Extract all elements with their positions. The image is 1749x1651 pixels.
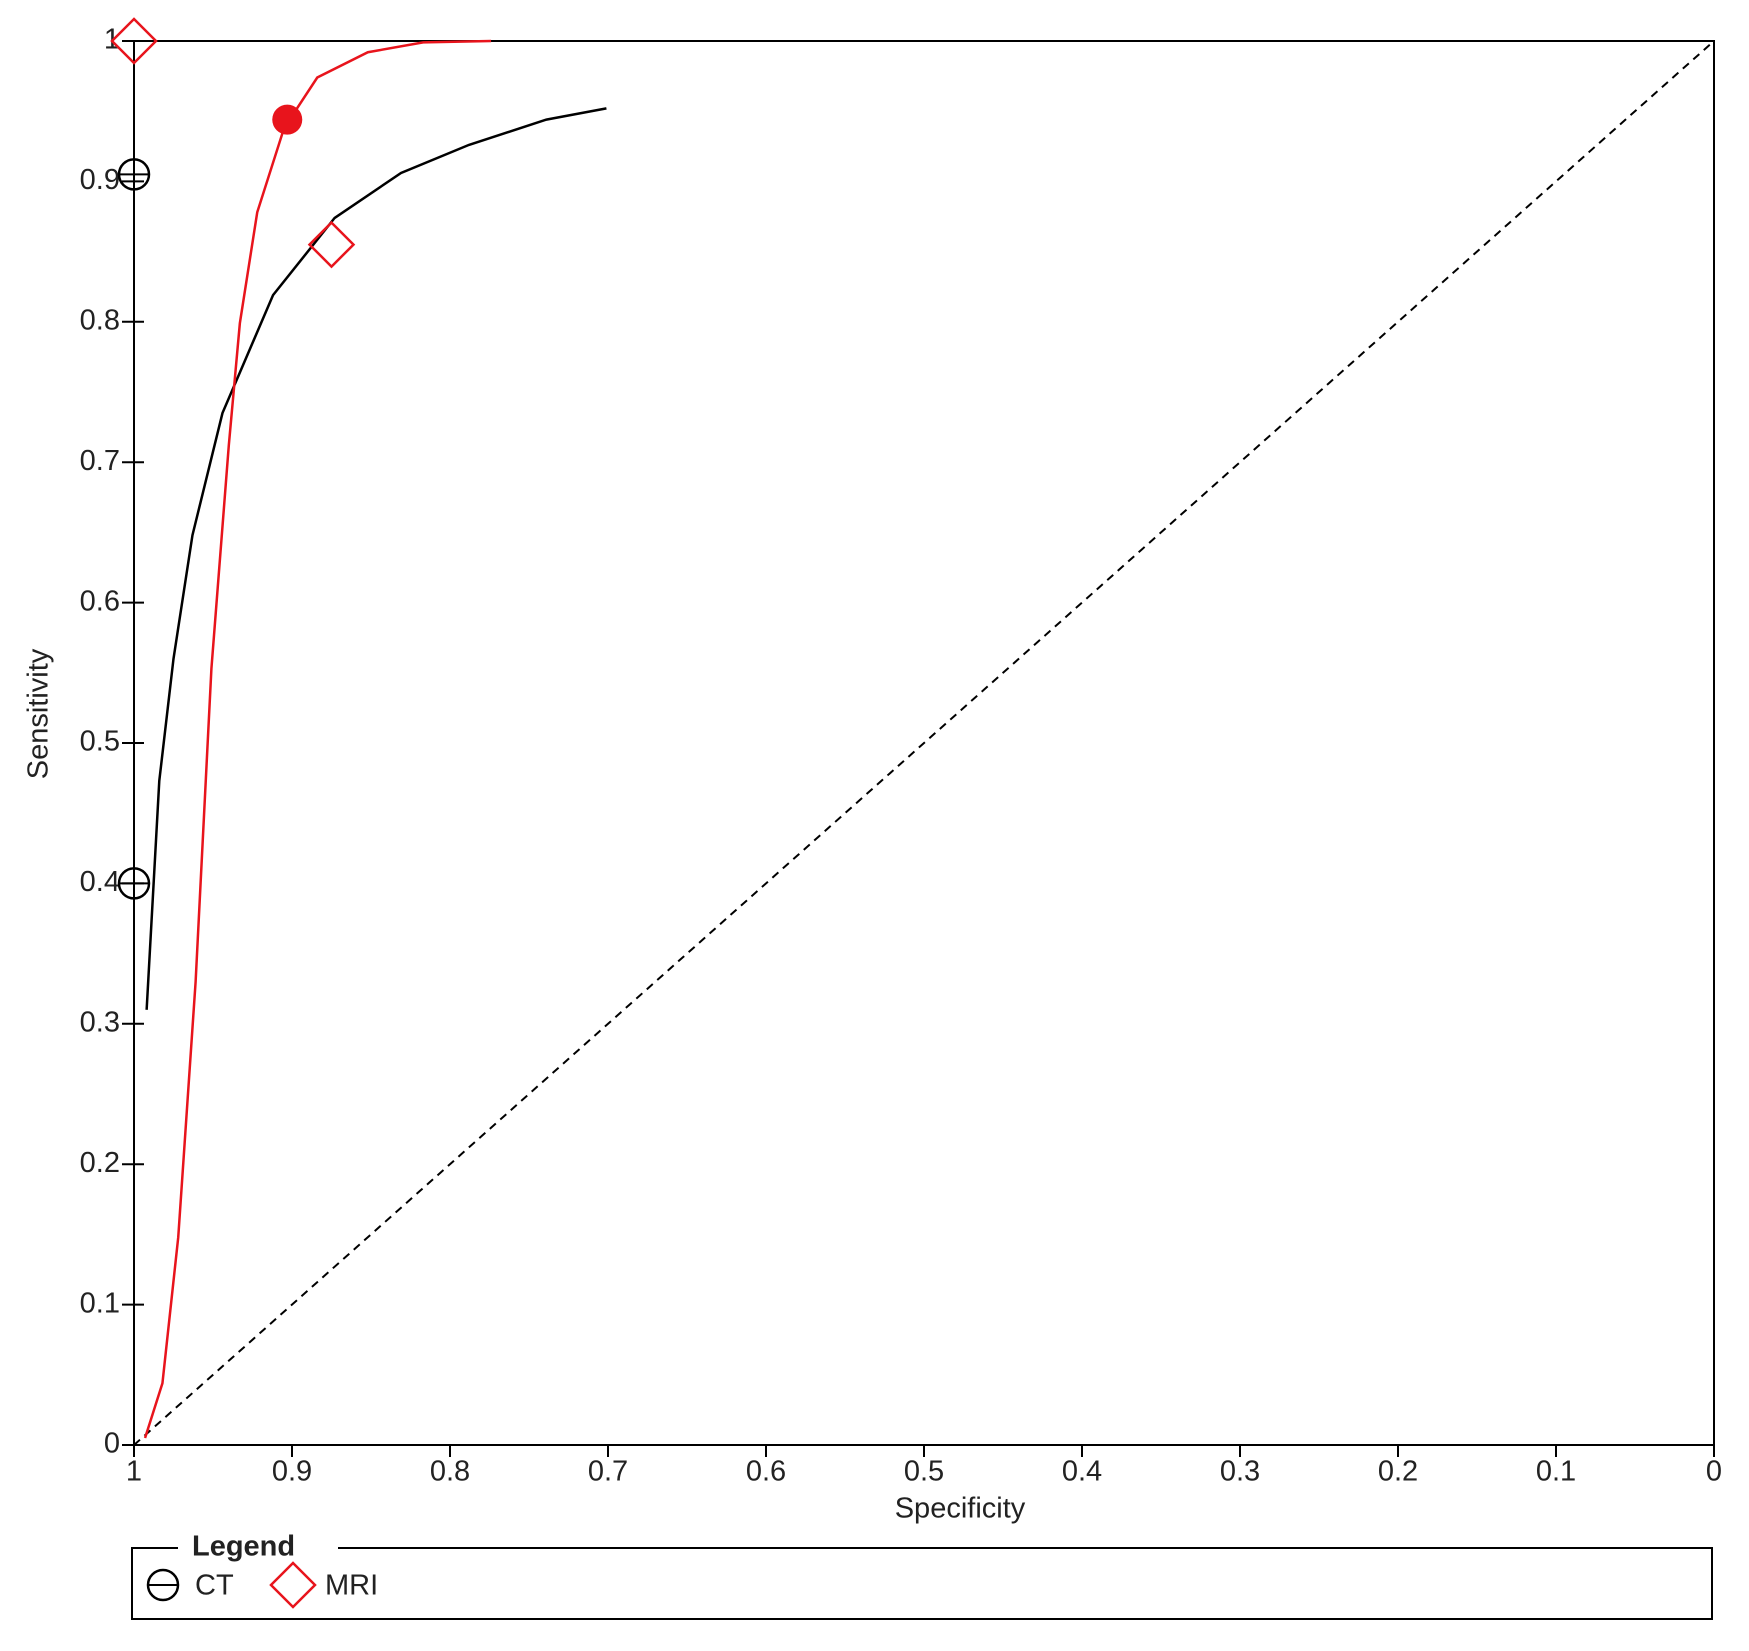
y-tick-label: 0 xyxy=(104,1428,120,1460)
x-axis-label: Specificity xyxy=(895,1493,1026,1525)
x-tick-label: 0.9 xyxy=(272,1456,312,1488)
sroc-curve xyxy=(145,107,607,1010)
legend-title-bg xyxy=(178,1534,338,1562)
y-tick-label: 0.8 xyxy=(80,304,120,336)
summary-point xyxy=(272,104,303,135)
y-tick-label: 0.6 xyxy=(80,585,120,617)
x-tick-label: 0.6 xyxy=(746,1456,786,1488)
y-tick-label: 0.2 xyxy=(80,1147,120,1179)
x-tick-label: 0 xyxy=(1706,1456,1722,1488)
x-tick-label: 0.5 xyxy=(904,1456,944,1488)
study-point xyxy=(117,867,151,900)
y-tick-label: 0.9 xyxy=(80,164,120,196)
legend-label: CT xyxy=(195,1570,234,1602)
legend-box xyxy=(131,1547,1713,1620)
study-point xyxy=(117,158,151,191)
legend-label: MRI xyxy=(325,1570,378,1602)
legend-title: Legend xyxy=(192,1531,295,1563)
x-tick-label: 0.4 xyxy=(1062,1456,1102,1488)
y-tick-label: 0.1 xyxy=(80,1287,120,1319)
study-point xyxy=(110,17,158,65)
y-tick-label: 0.7 xyxy=(80,445,120,477)
x-tick-label: 1 xyxy=(126,1456,142,1488)
y-tick-label: 0.3 xyxy=(80,1006,120,1038)
x-tick-label: 0.8 xyxy=(430,1456,470,1488)
sroc-curve xyxy=(143,39,492,1439)
x-tick-label: 0.2 xyxy=(1378,1456,1418,1488)
x-tick-label: 0.3 xyxy=(1220,1456,1260,1488)
y-axis-label: Sensitivity xyxy=(23,648,55,779)
legend-marker xyxy=(269,1561,317,1609)
reference-line xyxy=(133,40,1715,1446)
x-tick-label: 0.1 xyxy=(1536,1456,1576,1488)
study-point xyxy=(307,220,356,269)
x-tick-label: 0.7 xyxy=(588,1456,628,1488)
y-tick-label: 0.5 xyxy=(80,726,120,758)
y-tick-label: 0.4 xyxy=(80,866,120,898)
legend-marker xyxy=(146,1568,180,1602)
